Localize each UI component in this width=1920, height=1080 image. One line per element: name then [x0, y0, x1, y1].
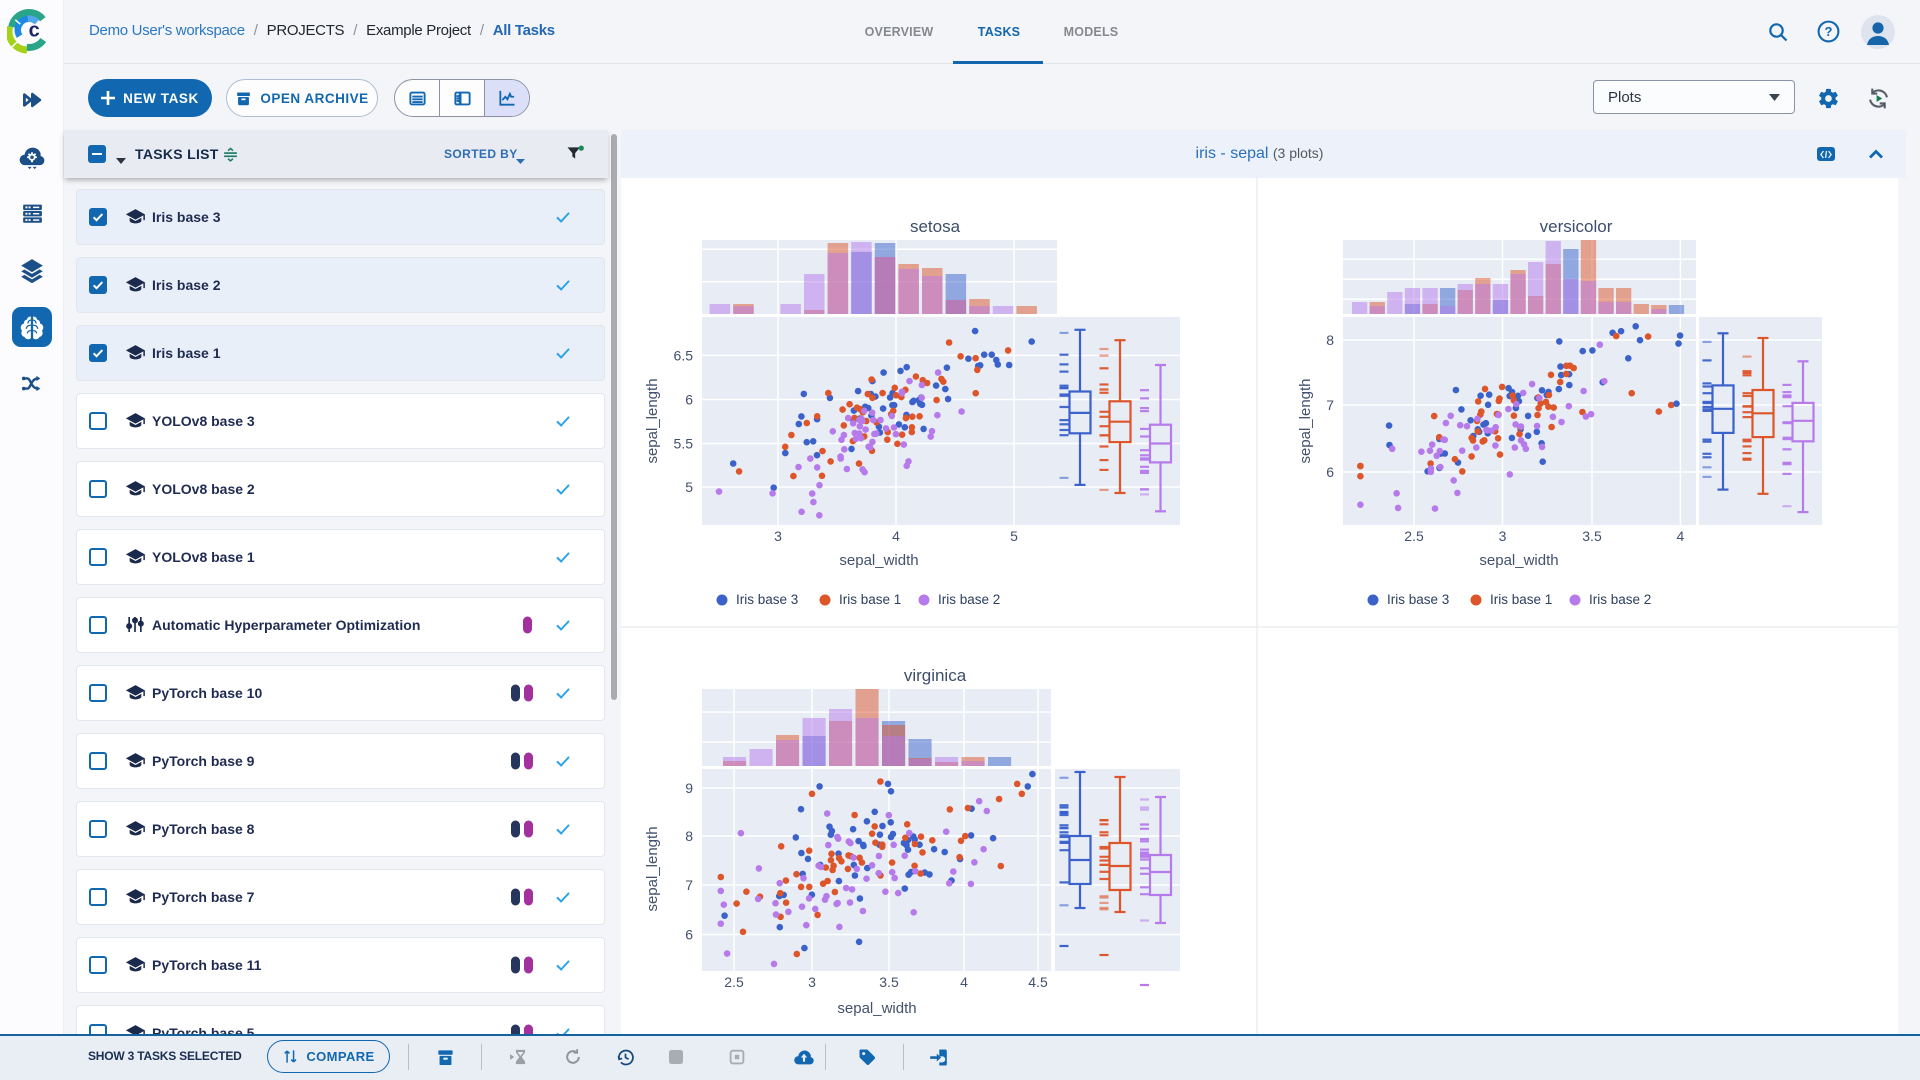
svg-text:Iris base 1: Iris base 1: [839, 592, 901, 607]
svg-text:5.5: 5.5: [674, 436, 694, 452]
svg-text:3: 3: [774, 528, 782, 544]
svg-text:sepal_width: sepal_width: [1479, 552, 1558, 569]
svg-text:?: ?: [1825, 24, 1833, 39]
svg-text:4: 4: [960, 974, 968, 990]
svg-text:2.5: 2.5: [724, 974, 744, 990]
svg-text:6.5: 6.5: [674, 347, 694, 363]
svg-text:8: 8: [1326, 332, 1334, 348]
svg-text:setosa: setosa: [910, 217, 961, 236]
svg-text:Iris base 3: Iris base 3: [736, 592, 798, 607]
svg-text:9: 9: [685, 780, 693, 796]
svg-text:sepal_length: sepal_length: [1297, 378, 1314, 463]
svg-text:2.5: 2.5: [1404, 528, 1424, 544]
svg-text:5: 5: [1010, 528, 1018, 544]
svg-text:Iris base 1: Iris base 1: [1490, 592, 1552, 607]
svg-text:6: 6: [1326, 464, 1334, 480]
svg-text:6: 6: [685, 392, 693, 408]
svg-text:sepal_length: sepal_length: [644, 378, 661, 463]
svg-text:3: 3: [808, 974, 816, 990]
svg-text:4.5: 4.5: [1028, 974, 1048, 990]
svg-text:Iris base 2: Iris base 2: [938, 592, 1000, 607]
svg-text:7: 7: [1326, 397, 1334, 413]
svg-text:3: 3: [1499, 528, 1507, 544]
svg-text:c: c: [29, 19, 40, 41]
svg-text:sepal_length: sepal_length: [644, 826, 661, 911]
svg-text:4: 4: [892, 528, 900, 544]
svg-text:8: 8: [685, 828, 693, 844]
svg-text:Iris base 3: Iris base 3: [1387, 592, 1449, 607]
svg-text:virginica: virginica: [904, 666, 967, 685]
svg-text:versicolor: versicolor: [1540, 217, 1613, 236]
svg-text:Iris base 2: Iris base 2: [1589, 592, 1651, 607]
svg-text:3.5: 3.5: [1582, 528, 1602, 544]
svg-text:sepal_width: sepal_width: [839, 552, 918, 569]
svg-text:3.5: 3.5: [879, 974, 899, 990]
svg-text:4: 4: [1677, 528, 1685, 544]
svg-text:5: 5: [685, 479, 693, 495]
svg-text:7: 7: [685, 877, 693, 893]
svg-text:6: 6: [685, 927, 693, 943]
svg-text:sepal_width: sepal_width: [837, 1000, 916, 1017]
